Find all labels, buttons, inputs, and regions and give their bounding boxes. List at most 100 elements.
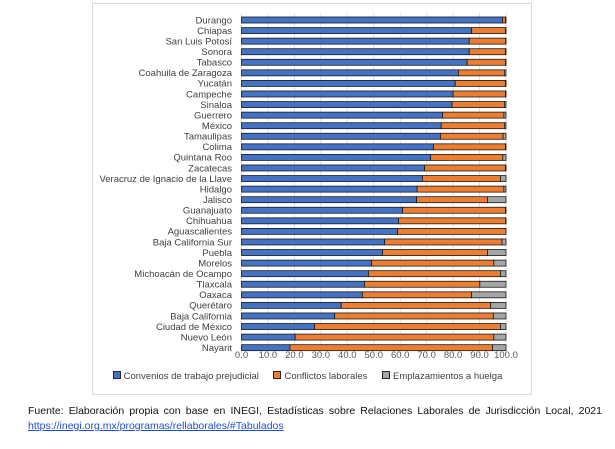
x-tick-label: 20.0	[285, 350, 304, 361]
legend-swatch-conflictos	[273, 371, 282, 379]
bar-segment-convenios	[241, 280, 365, 288]
bar-segment-convenios	[241, 80, 456, 87]
category-label: Puebla	[202, 248, 232, 259]
category-label: Guerrero	[194, 110, 232, 121]
category-label: Veracruz de Ignacio de la Llave	[99, 174, 232, 185]
bar-segment-convenios	[241, 312, 336, 320]
category-label: Chiapas	[197, 26, 232, 37]
bar-segment-convenios	[241, 58, 468, 66]
source-link[interactable]: https://inegi.org.mx/programas/rellabora…	[28, 420, 284, 432]
bar-segment-emplazamientos	[503, 111, 507, 119]
bar-segment-emplazamientos	[505, 206, 507, 214]
bar-segment-emplazamientos	[490, 301, 507, 309]
bar-segment-conflictos	[402, 206, 506, 214]
bar-segment-convenios	[241, 185, 418, 193]
bar-segment-emplazamientos	[505, 143, 507, 151]
bar-segment-conflictos	[334, 312, 494, 320]
bar-segment-conflictos	[454, 80, 506, 87]
category-label: Baja California	[170, 311, 232, 322]
category-label: San Luis Potosí	[165, 36, 232, 47]
bar-segment-conflictos	[371, 259, 495, 267]
category-label: Coahuila de Zaragoza	[139, 68, 233, 79]
legend-item-convenios: Convenios de trabajo prejudicial	[112, 371, 259, 382]
bar-segment-emplazamientos	[479, 280, 507, 288]
category-label: Tlaxcala	[197, 280, 233, 291]
bar-segment-conflictos	[416, 196, 488, 204]
bar-segment-conflictos	[468, 48, 506, 56]
category-label: Yucatán	[198, 79, 232, 90]
bar-segment-conflictos	[471, 27, 506, 34]
category-label: Chihuahua	[186, 216, 233, 227]
x-tick-label: 0.0	[235, 350, 248, 361]
bar-segment-emplazamientos	[505, 58, 507, 66]
bar-segment-conflictos	[368, 270, 501, 278]
bar-segment-convenios	[241, 143, 434, 151]
category-label: Colima	[202, 142, 232, 153]
bar-segment-conflictos	[468, 37, 507, 45]
category-label: Tamaulipas	[184, 132, 232, 143]
x-tick-label: 80.0	[444, 350, 463, 361]
bar-segment-emplazamientos	[493, 259, 507, 267]
bar-segment-convenios	[241, 37, 470, 45]
category-label: Aguascalientes	[168, 227, 233, 238]
bar-segment-conflictos	[397, 227, 507, 235]
bar-segment-emplazamientos	[502, 154, 507, 161]
bar-segment-convenios	[241, 48, 470, 56]
category-label: Hidalgo	[200, 184, 232, 195]
legend-swatch-convenios	[112, 371, 121, 379]
category-label: Morelos	[198, 258, 232, 269]
bar-segment-conflictos	[457, 69, 505, 77]
bar-segment-convenios	[241, 196, 417, 204]
legend-label: Emplazamientos a huelga	[393, 371, 503, 382]
bar-segment-emplazamientos	[504, 69, 507, 77]
category-label: Sinaloa	[200, 100, 232, 111]
bar-segment-convenios	[241, 217, 400, 225]
bar-segment-emplazamientos	[505, 27, 507, 34]
bar-segment-emplazamientos	[487, 196, 507, 204]
bar-segment-convenios	[241, 101, 453, 108]
category-label: Michoacán de Ocampo	[134, 269, 232, 280]
bar-segment-convenios	[241, 238, 385, 246]
bar-segment-emplazamientos	[500, 323, 507, 330]
category-label: Nayarit	[202, 343, 232, 354]
bar-segment-emplazamientos	[505, 48, 507, 56]
bar-segment-convenios	[241, 333, 296, 341]
bar-segment-emplazamientos	[501, 238, 507, 246]
legend-label: Conflictos laborales	[284, 371, 368, 382]
bar-segment-convenios	[241, 206, 403, 214]
source-text: Fuente: Elaboración propia con base en I…	[28, 405, 602, 417]
bar-segment-emplazamientos	[505, 80, 507, 87]
bar-segment-convenios	[241, 164, 425, 172]
category-label: Campeche	[186, 89, 232, 100]
bar-segment-emplazamientos	[505, 16, 507, 24]
category-label: Sonora	[201, 47, 232, 58]
category-label: Tabasco	[197, 58, 232, 69]
bar-segment-conflictos	[452, 90, 506, 98]
category-label: Oaxaca	[199, 290, 232, 301]
x-tick-label: 100.0	[494, 350, 518, 361]
bar-segment-conflictos	[384, 238, 503, 246]
bar-segment-emplazamientos	[493, 333, 507, 341]
x-tick-label: 90.0	[470, 350, 489, 361]
bar-segment-conflictos	[442, 111, 505, 119]
bar-segment-emplazamientos	[492, 344, 507, 352]
bar-segment-conflictos	[294, 333, 495, 341]
category-label: Nuevo León	[181, 332, 232, 343]
bar-segment-emplazamientos	[471, 291, 507, 299]
category-label: México	[202, 121, 232, 132]
bar-segment-convenios	[241, 122, 442, 130]
x-tick-label: 10.0	[259, 350, 278, 361]
bar-segment-convenios	[241, 301, 342, 309]
legend-item-emplazamientos: Emplazamientos a huelga	[382, 371, 502, 382]
bar-segment-emplazamientos	[492, 312, 507, 320]
bar-segment-convenios	[241, 16, 503, 24]
category-label: Quintana Roo	[173, 153, 232, 164]
bar-segment-conflictos	[502, 16, 506, 24]
x-tick-label: 50.0	[365, 350, 384, 361]
bar-segment-conflictos	[382, 249, 488, 256]
bar-segment-conflictos	[430, 154, 504, 161]
bar-segment-convenios	[241, 323, 315, 330]
bar-segment-convenios	[241, 154, 432, 161]
